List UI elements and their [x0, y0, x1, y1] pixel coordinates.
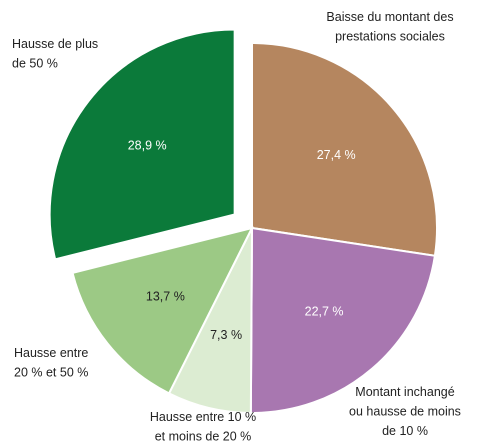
data-label: 7,3 % [210, 328, 242, 342]
category-label-line: de 50 % [12, 57, 58, 71]
category-label-line: Montant inchangé [355, 385, 454, 399]
category-label: Hausse de plus de 50 % [12, 37, 98, 71]
pie-slice [249, 226, 437, 414]
data-label: 22,7 % [305, 305, 344, 319]
pie-slice [251, 41, 438, 257]
category-label-line: Hausse entre [14, 346, 88, 360]
category-label-line: Hausse entre 10 % [150, 410, 256, 424]
category-label-line: et moins de 20 % [155, 430, 252, 444]
category-label: Hausse entre 10 % et moins de 20 % [150, 410, 256, 444]
category-label-line: de 10 % [382, 424, 428, 438]
category-label-line: 20 % et 50 % [14, 366, 88, 380]
category-label-line: prestations sociales [335, 30, 445, 44]
data-label: 27,4 % [317, 148, 356, 162]
data-label: 28,9 % [128, 138, 167, 152]
pie-slice [48, 28, 236, 261]
category-label: Baisse du montant des prestations sociale… [326, 10, 453, 44]
category-label-line: ou hausse de moins [349, 405, 461, 419]
category-label-line: Hausse de plus [12, 37, 98, 51]
category-label: Montant inchangé ou hausse de moins de 10 … [349, 385, 461, 438]
pie-slice [71, 226, 254, 395]
category-label: Hausse entre 20 % et 50 % [14, 346, 88, 380]
category-label-line: Baisse du montant des [326, 10, 453, 24]
data-label: 13,7 % [146, 290, 185, 304]
